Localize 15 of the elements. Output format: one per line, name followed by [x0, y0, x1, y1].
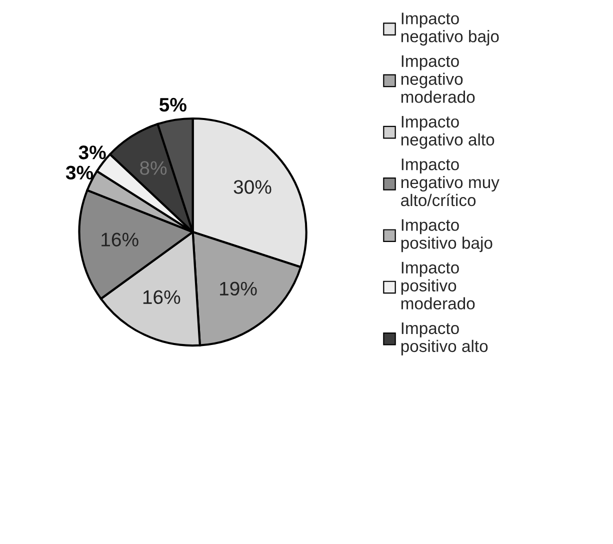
data-label: 19%: [220, 282, 257, 296]
legend-label: Impacto positivo bajo: [401, 219, 492, 252]
data-label: 16%: [143, 290, 180, 304]
legend-label: Impacto positivo alto: [401, 322, 488, 356]
legend-label: Impacto negativo muy alto/crítico: [401, 158, 500, 206]
data-label: 3%: [66, 166, 94, 180]
legend-label: Impacto positivo moderado: [401, 262, 475, 310]
legend-label: Impacto negativo alto: [401, 116, 494, 149]
data-label: 30%: [234, 180, 272, 194]
data-label: 5%: [159, 98, 186, 112]
data-label: 8%: [140, 161, 167, 175]
legend-label: Impacto negativo moderado: [401, 55, 475, 103]
legend-label: Impacto negativo bajo: [401, 12, 499, 46]
data-label: 3%: [78, 146, 106, 160]
data-label: 16%: [102, 232, 138, 246]
